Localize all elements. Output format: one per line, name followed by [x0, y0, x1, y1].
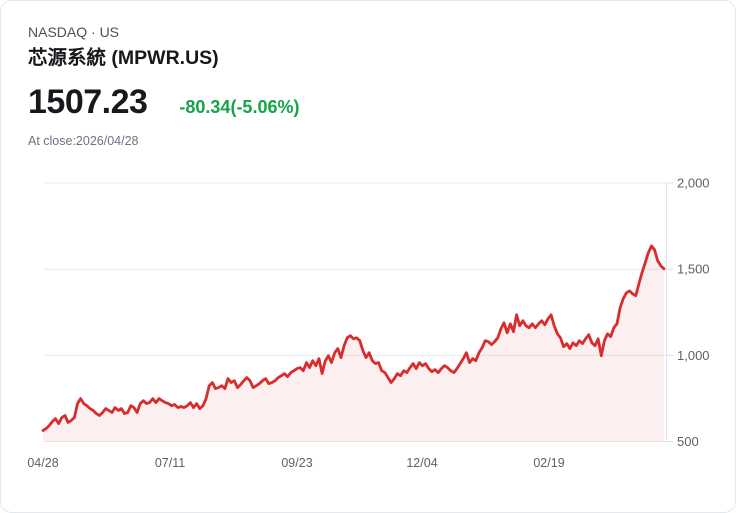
- price-chart: 500 1,000 1,500 2,000 04/28 07/11 09/23 12/04 02…: [1, 171, 735, 512]
- x-axis-label: 04/28: [27, 456, 58, 470]
- y-axis-label: 1,000: [677, 348, 710, 363]
- price-line: [41, 244, 666, 432]
- as-of-label: At close:2026/04/28: [28, 134, 139, 148]
- exchange-label: NASDAQ · US: [28, 24, 120, 40]
- y-axis-label: 1,500: [677, 262, 710, 277]
- price-chart-canvas: 500 1,000 1,500 2,000 04/28 07/11 09/23 12/04 02…: [27, 176, 710, 471]
- last-price: 1507.23: [28, 83, 148, 121]
- price-change: -80.34(-5.06%): [179, 97, 300, 117]
- y-axis-label: 500: [677, 434, 699, 449]
- y-axis-label: 2,000: [677, 176, 710, 191]
- x-axis-label: 09/23: [281, 456, 312, 470]
- stock-title: 芯源系統 (MPWR.US): [28, 47, 219, 69]
- x-axis-label: 12/04: [406, 456, 437, 470]
- quote-header: NASDAQ · US 芯源系統 (MPWR.US) 1507.23 -80.3…: [1, 1, 735, 149]
- x-axis-label: 02/19: [533, 456, 564, 470]
- price-row: 1507.23 -80.34(-5.06%): [28, 83, 735, 121]
- area-fill: [43, 245, 664, 442]
- x-axis-label: 07/11: [155, 456, 185, 470]
